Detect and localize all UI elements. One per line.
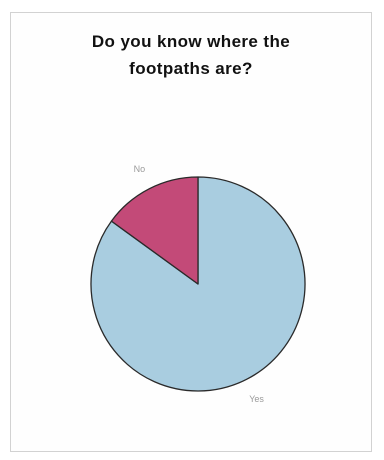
chart-title-line-2: footpaths are? — [129, 59, 253, 78]
pie-slices — [90, 176, 306, 392]
pie-label-yes: Yes — [249, 394, 264, 404]
pie-labels: Yes No — [134, 164, 265, 404]
pie-slice-yes — [90, 176, 306, 392]
chart-title-line-1: Do you know where the — [91, 32, 291, 51]
pie-label-no: No — [134, 164, 146, 174]
chart-title: Do you know where the footpaths are? — [10, 28, 372, 82]
pie-slice-no — [110, 176, 199, 285]
